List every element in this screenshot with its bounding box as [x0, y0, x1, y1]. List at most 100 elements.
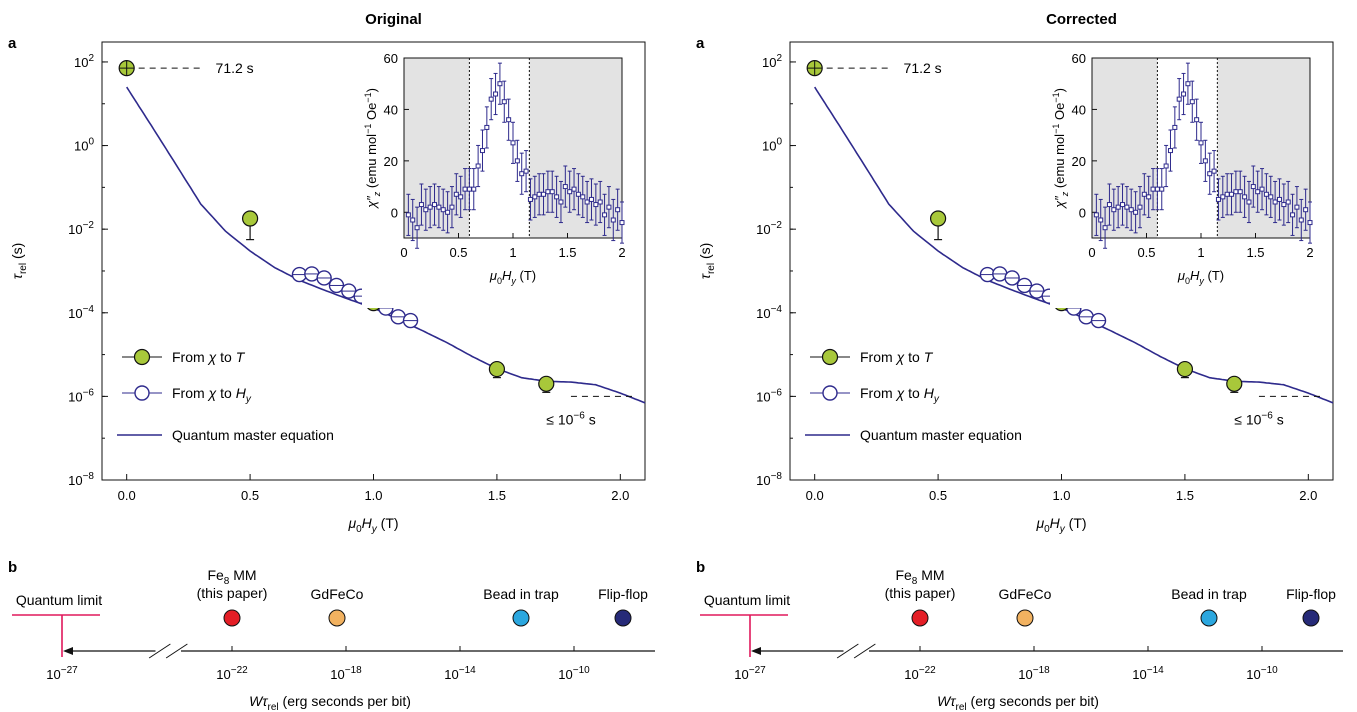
inset-point: [1215, 196, 1221, 202]
inset-point: [1242, 194, 1248, 200]
x-tick-label: 0.0: [806, 488, 824, 503]
inset-point: [1276, 196, 1282, 202]
y-tick-label: 10−8: [68, 471, 94, 488]
inset-x-tick-label: 1.5: [558, 245, 576, 260]
scale-point-label: Fe8 MM: [207, 567, 256, 587]
inset-point: [1233, 189, 1239, 195]
inset-point: [493, 91, 499, 97]
x-axis-label: μ0Hy (T): [347, 515, 398, 535]
temp-series-point: [1226, 375, 1243, 392]
inset-point: [418, 202, 424, 208]
inset-point: [1272, 199, 1278, 205]
inset-point: [1098, 217, 1104, 223]
inset-point: [541, 191, 547, 197]
legend-marker-field: [134, 385, 150, 401]
scale-tick-label: 10−14: [1132, 665, 1164, 682]
y-tick-label: 10−8: [756, 471, 782, 488]
inset-point: [1224, 191, 1230, 197]
inset-point: [1263, 191, 1269, 197]
inset-point: [462, 186, 468, 192]
axis-break-mark: [836, 643, 859, 659]
inset-shaded-region: [404, 58, 470, 238]
inset-point: [527, 196, 533, 202]
scale-point-label: GdFeCo: [999, 586, 1052, 602]
scale-point-fe8-mm-this-paper-: [911, 609, 929, 627]
inset-point: [414, 225, 420, 231]
inset-point: [449, 204, 455, 210]
scale-tick-label: 10−18: [330, 665, 362, 682]
x-tick-label: 2.0: [1299, 488, 1317, 503]
inset-point: [1285, 199, 1291, 205]
scale-axis-arrowhead: [751, 647, 761, 655]
scale-point-gdfeco: [328, 609, 346, 627]
inset-point: [1237, 189, 1243, 195]
inset-x-tick-label: 2: [618, 245, 625, 260]
inset-y-tick-label: 40: [384, 102, 398, 117]
inset-point: [571, 186, 577, 192]
inset-point: [1207, 171, 1213, 177]
inset-point: [1229, 191, 1235, 197]
inset-point: [575, 191, 581, 197]
inset-point: [488, 96, 494, 102]
inset-point: [1159, 186, 1165, 192]
inset-point: [610, 217, 616, 223]
inset-point: [532, 194, 538, 200]
inset-x-tick-label: 0: [400, 245, 407, 260]
inset-point: [619, 220, 625, 226]
x-tick-label: 2.0: [611, 488, 629, 503]
inset-point: [1294, 204, 1300, 210]
inset-point: [1141, 191, 1147, 197]
axis-break-mark: [148, 643, 171, 659]
inset-point: [1150, 186, 1156, 192]
inset-point: [436, 204, 442, 210]
inset-point: [523, 168, 529, 174]
y-tick-label: 10−2: [68, 220, 94, 237]
inset-point: [602, 212, 608, 218]
temp-series-point: [538, 375, 555, 392]
temp-series-point: [241, 210, 259, 227]
annotation-le-1e-6: ≤ 10−6 s: [546, 410, 595, 427]
inset-point: [567, 189, 573, 195]
y-tick-label: 102: [74, 53, 94, 70]
scale-tick-label: 10−18: [1018, 665, 1050, 682]
inset-point: [1102, 225, 1108, 231]
inset-point: [1111, 207, 1117, 213]
scale-axis-label: Wτrel (erg seconds per bit): [937, 693, 1099, 712]
inset-point: [1250, 184, 1256, 190]
inset-point: [475, 163, 481, 169]
inset-point: [405, 212, 411, 218]
inset-x-tick-label: 1: [1197, 245, 1204, 260]
legend-label-field: From χ to Hy: [172, 385, 252, 405]
inset-point: [1163, 163, 1169, 169]
inset-point: [1176, 96, 1182, 102]
inset-point: [1307, 220, 1313, 226]
inset-point: [593, 202, 599, 208]
inset-point: [1124, 204, 1130, 210]
inset-point: [1093, 212, 1099, 218]
inset-point: [453, 191, 459, 197]
x-tick-label: 0.5: [929, 488, 947, 503]
inset-x-tick-label: 0.5: [449, 245, 467, 260]
inset-point: [597, 199, 603, 205]
inset-shaded-region: [1092, 58, 1158, 238]
scale-point-label: (this paper): [885, 585, 956, 601]
inset-point: [514, 158, 520, 164]
inset-point: [1120, 202, 1126, 208]
inset-point: [506, 117, 512, 123]
inset-point: [606, 204, 612, 210]
inset-point: [1194, 117, 1200, 123]
legend-label-qme: Quantum master equation: [172, 427, 334, 443]
inset-point: [1146, 194, 1152, 200]
inset-point: [497, 81, 503, 87]
inset-point: [1185, 81, 1191, 87]
inset-point: [510, 140, 516, 146]
inset-point: [427, 204, 433, 210]
inset-point: [1167, 148, 1173, 154]
inset-point: [410, 217, 416, 223]
inset-point: [1220, 194, 1226, 200]
x-tick-label: 1.5: [488, 488, 506, 503]
inset-point: [432, 202, 438, 208]
